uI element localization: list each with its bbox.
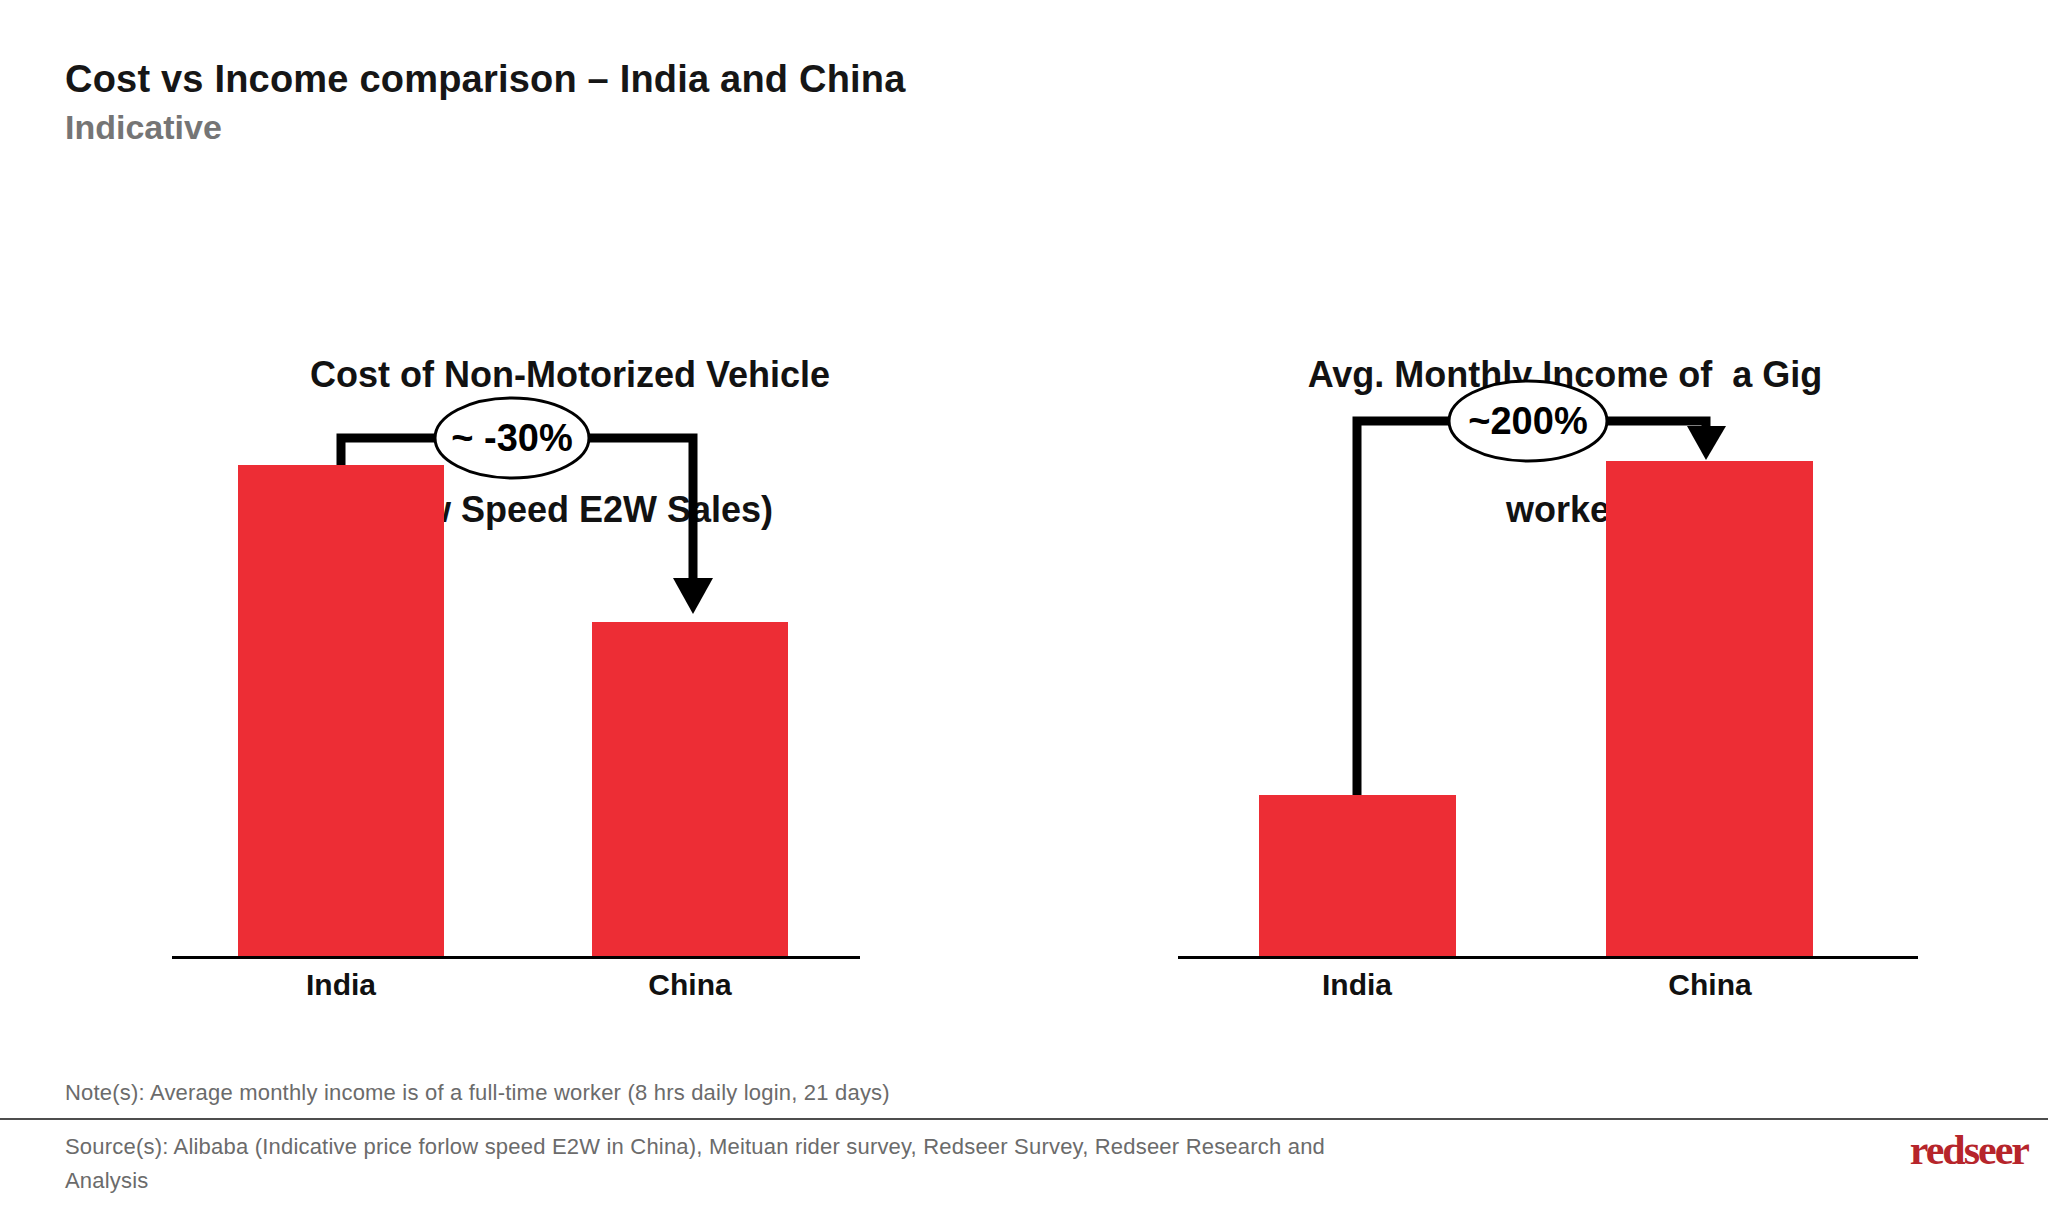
bar-cost-china xyxy=(592,622,788,959)
slide: Cost vs Income comparison – India and Ch… xyxy=(0,0,2048,1229)
page-title: Cost vs Income comparison – India and Ch… xyxy=(65,58,906,101)
bar-income-india xyxy=(1259,795,1456,959)
bar-cost-india xyxy=(238,465,444,959)
chart-title-cost-line1: Cost of Non-Motorized Vehicle xyxy=(230,352,910,397)
page-subtitle: Indicative xyxy=(65,108,222,147)
x-label-income-india: India xyxy=(1257,968,1457,1002)
x-axis-cost xyxy=(172,956,860,959)
footer-divider xyxy=(0,1118,2048,1120)
footer-note: Note(s): Average monthly income is of a … xyxy=(65,1080,890,1106)
footer-source-line1: Source(s): Alibaba (Indicative price for… xyxy=(65,1134,1325,1160)
chart-title-income-line1: Avg. Monthly Income of a Gig xyxy=(1225,352,1905,397)
x-axis-income xyxy=(1178,956,1918,959)
footer-source-line2: Analysis xyxy=(65,1168,149,1194)
x-label-cost-india: India xyxy=(241,968,441,1002)
x-label-cost-china: China xyxy=(590,968,790,1002)
bar-income-china xyxy=(1606,461,1813,959)
redseer-logo: redseer xyxy=(1868,1126,2028,1174)
x-label-income-china: China xyxy=(1610,968,1810,1002)
